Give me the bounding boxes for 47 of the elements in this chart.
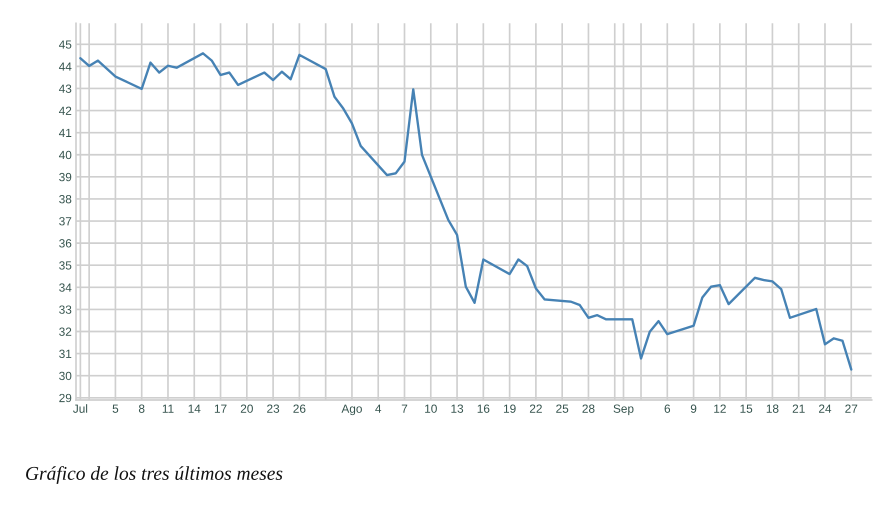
y-tick-label: 43 — [58, 84, 72, 93]
y-tick-label: 40 — [58, 150, 72, 160]
x-tick-label: 7 — [402, 404, 408, 413]
x-tick-label: 26 — [293, 404, 306, 413]
x-tick-label: 17 — [214, 404, 227, 413]
y-tick-label: 36 — [59, 239, 72, 248]
y-tick-label: 33 — [59, 305, 72, 314]
x-tick-label: 11 — [162, 404, 174, 413]
x-tick-label: 13 — [451, 404, 464, 413]
y-tick-label: 32 — [59, 328, 72, 336]
x-tick-label: 12 — [714, 404, 726, 413]
y-tick-label: 38 — [59, 194, 72, 204]
x-tick-label: 27 — [845, 404, 858, 413]
x-tick-label: 19 — [504, 404, 516, 413]
y-tick-label: 41 — [58, 128, 72, 137]
y-tick-label: 35 — [59, 261, 72, 270]
x-tick-label: 4 — [375, 404, 382, 413]
y-tick-label: 44 — [58, 62, 72, 71]
y-tick-label: 29 — [59, 394, 72, 402]
y-tick-label: 34 — [59, 283, 72, 292]
x-tick-label: 16 — [478, 404, 490, 413]
x-tick-label: Ago — [341, 404, 362, 416]
y-tick-label: 42 — [58, 106, 72, 115]
x-tick-label: 28 — [582, 404, 595, 413]
x-tick-label: Sep — [614, 404, 634, 416]
x-tick-label: 24 — [819, 404, 832, 413]
y-tick-label: 37 — [59, 217, 72, 226]
x-tick-label: 18 — [766, 404, 778, 413]
x-tick-label: 9 — [690, 404, 696, 413]
x-tick-label: 14 — [188, 404, 200, 413]
line-series — [79, 52, 852, 371]
x-tick-label: 10 — [425, 404, 437, 413]
x-tick-label: 23 — [267, 404, 280, 413]
x-tick-label: 5 — [112, 404, 118, 413]
x-tick-label: 20 — [240, 404, 253, 413]
x-tick-label: 8 — [138, 404, 144, 413]
x-tick-label: 22 — [530, 404, 542, 413]
y-tick-label: 39 — [59, 172, 72, 182]
x-tick-label: 15 — [740, 404, 752, 413]
x-tick-label: 6 — [664, 404, 670, 413]
text: Gráfico de los tres últimos meses — [26, 466, 282, 484]
x-tick-label: Jul — [73, 404, 88, 413]
y-tick-label: 31 — [59, 350, 72, 358]
x-tick-label: 25 — [556, 404, 568, 413]
y-tick-label: 30 — [59, 372, 72, 380]
y-tick-label: 45 — [58, 40, 72, 49]
x-tick-label: 21 — [792, 404, 805, 413]
